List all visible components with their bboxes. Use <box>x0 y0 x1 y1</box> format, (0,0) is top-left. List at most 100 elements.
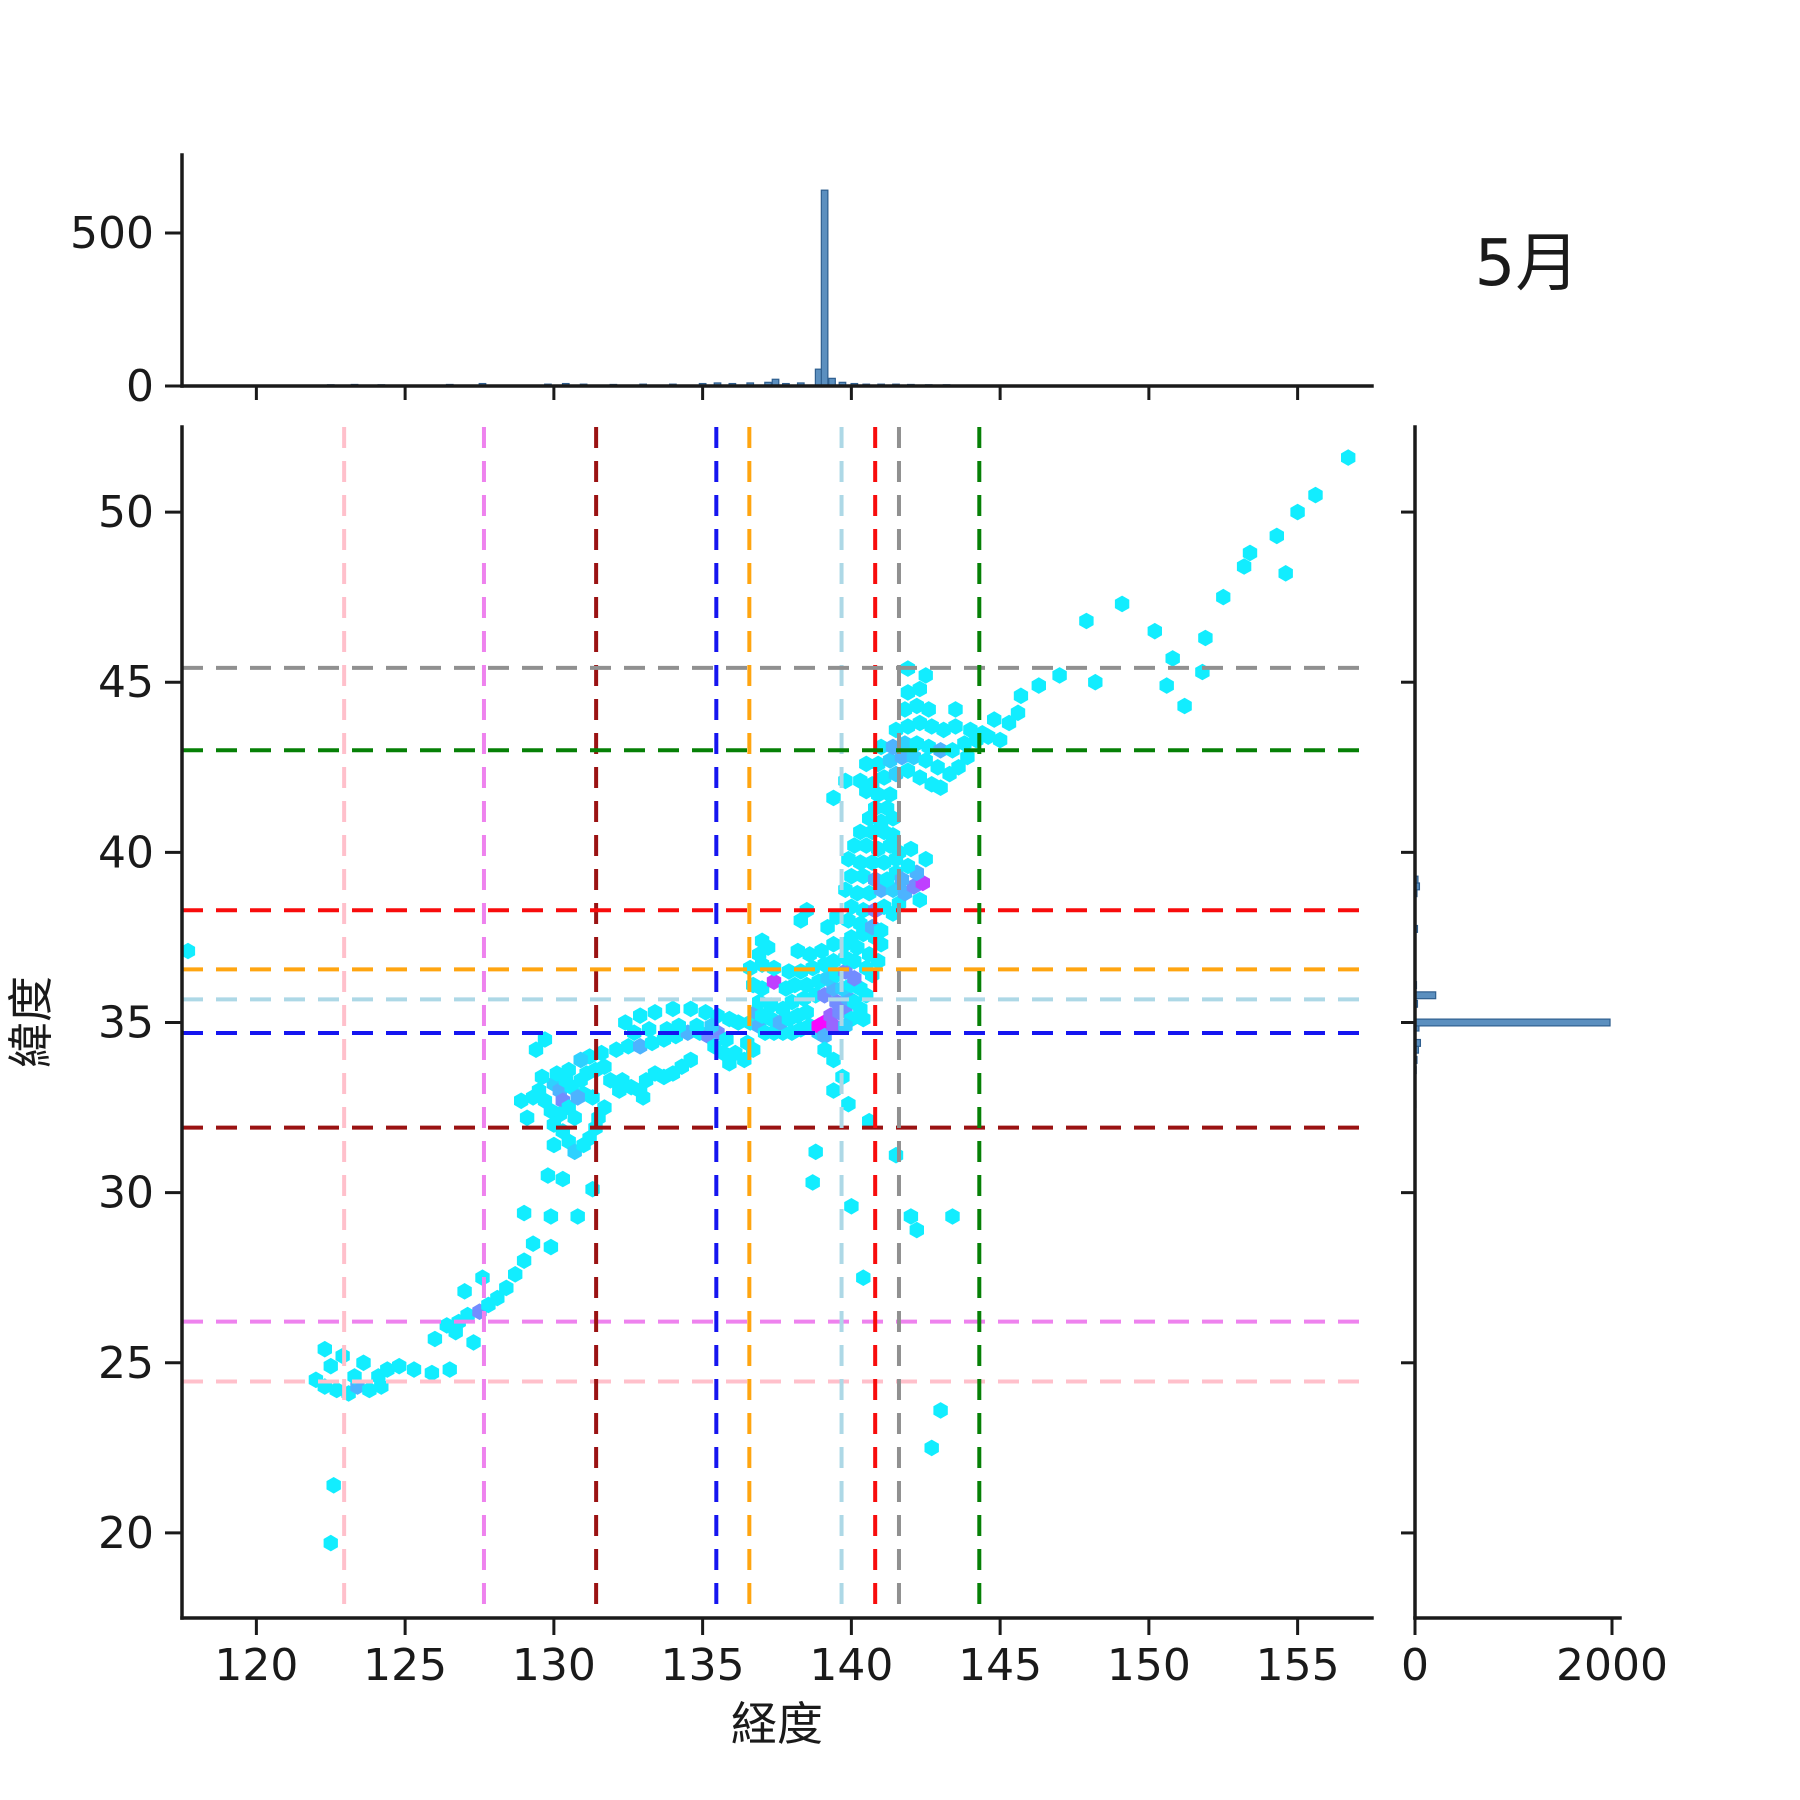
hexbin-cell <box>847 952 862 970</box>
hexbin-cell <box>567 1109 582 1127</box>
hexbin-cell <box>790 942 805 960</box>
hexbin-cell <box>853 772 868 790</box>
hexbin-cell <box>543 1208 559 1225</box>
x-tick-label: 130 <box>512 1640 596 1691</box>
hexbin-cell <box>912 769 927 786</box>
hexbin-cell <box>618 1014 633 1031</box>
hexbin-cell <box>490 1289 505 1307</box>
hexbin-cell <box>951 759 966 776</box>
hexbin-cell <box>897 735 913 752</box>
hexbin-cell <box>847 970 862 987</box>
hexbin-cell <box>802 946 817 963</box>
hexbin-cell <box>549 1065 564 1082</box>
hexbin-cell <box>862 1112 877 1130</box>
hexbin-cell <box>873 935 889 953</box>
hexbin-cell <box>731 1014 746 1031</box>
hexbin-cell <box>897 701 913 718</box>
hexbin-cell <box>853 854 868 871</box>
hexbin-cell <box>903 840 919 858</box>
hexbin-cell <box>787 976 802 994</box>
hexbin-cell <box>508 1266 523 1283</box>
hexbin-cell <box>1114 595 1130 613</box>
hexbin-cell <box>633 1038 648 1055</box>
hexbin-cell <box>516 1252 532 1269</box>
hexbin-cell <box>957 735 972 752</box>
hexbin-cell <box>909 735 924 752</box>
hexbin-cell <box>427 1330 443 1348</box>
x-tick-label: 135 <box>661 1640 745 1691</box>
hexbin-cell <box>879 799 895 817</box>
hexbin-cell <box>856 1010 871 1028</box>
hexbin-cell <box>844 1198 859 1215</box>
hexbin-cell <box>326 1477 341 1494</box>
hexbin-cell <box>817 1041 832 1058</box>
hexbin-cell <box>1001 714 1017 732</box>
right-hist-bar <box>1414 991 1437 1000</box>
top-hist-bar <box>820 189 829 387</box>
hexbin-cell <box>841 850 856 868</box>
hexbin-cell <box>912 714 927 732</box>
hexbin-cell <box>528 1041 544 1058</box>
hexbin-cell <box>933 1402 948 1419</box>
hexbin-cell <box>948 701 963 718</box>
hexbin-cell <box>1079 612 1094 630</box>
hexbin-cell <box>754 932 770 950</box>
hexbin-cell <box>882 786 898 803</box>
hexbin-cell <box>987 711 1002 728</box>
hexbin-cell <box>799 1004 814 1021</box>
hexbin-cell <box>888 1146 904 1164</box>
hexbin-cell <box>847 837 862 854</box>
hexbin-cell <box>918 850 933 868</box>
x-tick-label: 120 <box>214 1640 298 1691</box>
y-tick-label: 20 <box>98 1508 154 1559</box>
hexbin-cell <box>826 789 841 807</box>
hexbin-cell <box>992 731 1008 749</box>
hexbin-cell <box>683 1000 698 1018</box>
hexbin-cell <box>850 884 865 902</box>
y-tick-label: 50 <box>98 487 154 538</box>
hexbin-cell <box>948 718 963 735</box>
hexbin-cell <box>683 1051 698 1069</box>
hexbin-cell <box>873 813 889 830</box>
hexbin-cell <box>1242 544 1258 562</box>
hexbin-cell <box>1177 697 1192 715</box>
hexbin-cell <box>900 718 916 735</box>
hexbin-cell <box>329 1381 344 1399</box>
plot-title: 5月 <box>1475 227 1580 301</box>
hexbin-cell <box>844 929 859 946</box>
hexbin-cell <box>856 867 871 885</box>
hexbin-cell <box>826 952 841 970</box>
hexbin-cell <box>698 1004 713 1021</box>
hexbin-cell <box>924 1439 939 1457</box>
tophist-y-tick-label: 500 <box>70 208 154 259</box>
hexbin-cell <box>1236 558 1252 575</box>
hexbin-cell <box>814 942 829 960</box>
hexbin-cell <box>945 742 960 759</box>
hexbin-cell <box>597 1099 612 1116</box>
axes-spines-and-ticks <box>165 153 1622 1635</box>
hexbin-cell <box>903 1208 919 1225</box>
hexbin-cell <box>1216 588 1231 606</box>
x-tick-label: 140 <box>809 1640 893 1691</box>
hexbin-cell <box>323 1357 338 1375</box>
y-tick-label: 30 <box>98 1168 154 1219</box>
hexbin-cell <box>930 759 945 776</box>
hexbin-cell <box>1308 486 1323 504</box>
hexbin-cell <box>853 915 868 933</box>
hexbin-cell <box>644 1034 660 1052</box>
hexbin-cell <box>380 1361 395 1378</box>
hexbin-cell <box>561 1061 576 1079</box>
hexbin-cell <box>918 667 933 684</box>
hexbin-cell <box>633 1007 648 1024</box>
city-reference-lines <box>182 427 1372 1618</box>
y-tick-label: 40 <box>98 827 154 878</box>
hexbin-cell <box>621 1038 636 1055</box>
hexbin-cell <box>945 1208 960 1225</box>
hexbin-cell <box>1198 629 1213 647</box>
hexbin-cell <box>442 1361 457 1378</box>
hexbin-cell <box>635 1089 651 1106</box>
hexbin-cell <box>671 1017 686 1035</box>
hexbin-cell <box>406 1361 422 1378</box>
